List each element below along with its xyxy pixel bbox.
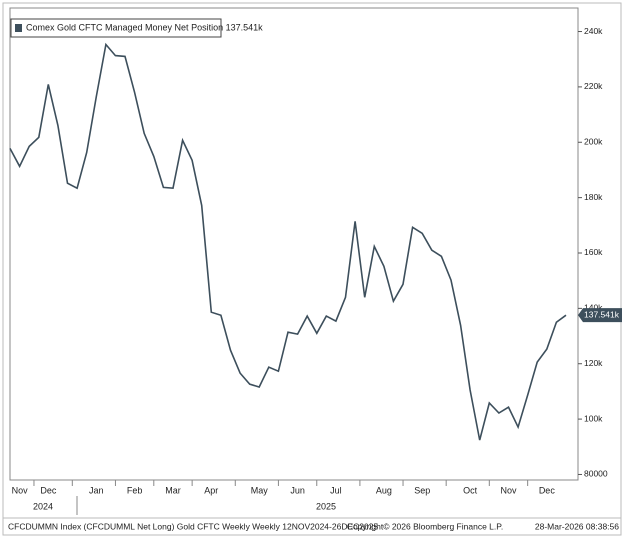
- y-tick-label: 160k: [584, 247, 603, 257]
- x-tick-label: Apr: [204, 485, 218, 495]
- x-tick-label: Nov: [500, 485, 517, 495]
- legend-box: [10, 18, 222, 38]
- footer-right: 28-Mar-2026 08:38:56: [535, 521, 619, 531]
- x-tick-label: Jun: [290, 485, 305, 495]
- y-tick-label: 240k: [584, 26, 603, 36]
- x-tick-label: Jan: [89, 485, 104, 495]
- x-tick-label: Feb: [127, 485, 143, 495]
- x-tick-label: Dec: [40, 485, 57, 495]
- x-tick-label: Nov: [12, 485, 29, 495]
- footer-center: Copyright© 2026 Bloomberg Finance L.P.: [347, 521, 503, 531]
- y-tick-label: 200k: [584, 137, 603, 147]
- legend-label: Comex Gold CFTC Managed Money Net Positi…: [26, 22, 263, 32]
- last-value-label: 137.541k: [584, 309, 620, 319]
- y-tick-label: 180k: [584, 192, 603, 202]
- year-label: 2025: [316, 501, 336, 511]
- x-tick-label: Oct: [463, 485, 478, 495]
- x-tick-label: Sep: [414, 485, 430, 495]
- x-tick-label: Dec: [539, 485, 556, 495]
- y-tick-label: 140k: [584, 303, 603, 313]
- y-tick-label: 100k: [584, 413, 603, 423]
- x-tick-label: Mar: [165, 485, 181, 495]
- year-label: 2024: [33, 501, 53, 511]
- x-tick-label: Jul: [330, 485, 342, 495]
- last-value-tag: [578, 308, 622, 323]
- legend-swatch: [15, 24, 22, 32]
- y-tick-label: 120k: [584, 358, 603, 368]
- y-tick-label: 80000: [584, 469, 608, 479]
- x-tick-label: May: [251, 485, 269, 495]
- footer-left: CFCDUMMN Index (CFCDUMML Net Long) Gold …: [8, 521, 378, 531]
- line-series: [9, 42, 567, 441]
- plot-frame: [9, 7, 579, 481]
- y-tick-label: 220k: [584, 81, 603, 91]
- x-tick-label: Aug: [376, 485, 392, 495]
